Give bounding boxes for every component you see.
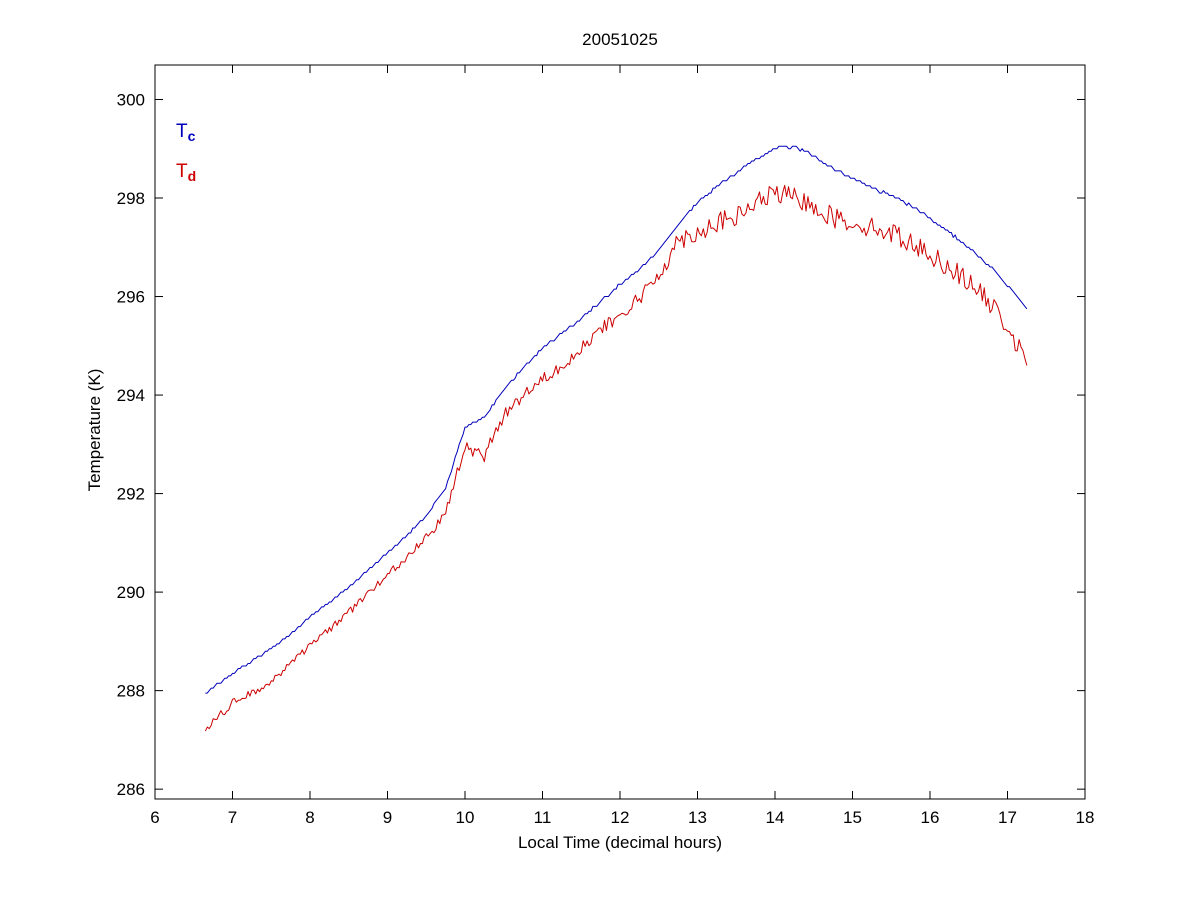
legend-entry-td: Td — [176, 162, 196, 183]
y-tick-label: 298 — [117, 189, 145, 208]
y-axis-label: Temperature (K) — [85, 368, 104, 492]
x-tick-label: 15 — [843, 808, 862, 827]
y-tick-label: 296 — [117, 288, 145, 307]
x-tick-label: 16 — [921, 808, 940, 827]
y-tick-label: 294 — [117, 386, 145, 405]
x-axis-label: Local Time (decimal hours) — [517, 833, 723, 852]
legend-tc-base: T — [176, 121, 188, 142]
x-tick-label: 14 — [766, 808, 785, 827]
x-tick-label: 13 — [688, 808, 707, 827]
y-tick-label: 290 — [117, 583, 145, 602]
legend-td-base: T — [176, 161, 188, 182]
legend-tc-sub: c — [187, 128, 196, 144]
y-tick-label: 286 — [117, 780, 145, 799]
axes-box — [154, 64, 1086, 800]
legend-entry-tc: Tc — [176, 122, 195, 143]
y-tick-label: 300 — [117, 90, 145, 109]
x-tick-label: 12 — [611, 808, 630, 827]
legend-td-sub: d — [187, 168, 197, 184]
x-tick-label: 10 — [456, 808, 475, 827]
x-tick-label: 18 — [1076, 808, 1095, 827]
x-tick-label: 8 — [305, 808, 314, 827]
y-tick-label: 288 — [117, 682, 145, 701]
series-line-t_c — [205, 145, 1028, 694]
x-tick-label: 7 — [228, 808, 237, 827]
x-tick-label: 11 — [534, 808, 552, 827]
x-tick-label: 9 — [383, 808, 392, 827]
x-tick-label: 6 — [150, 808, 159, 827]
y-tick-label: 292 — [117, 485, 145, 504]
chart-title: 20051025 — [582, 30, 658, 49]
x-tick-label: 17 — [998, 808, 1017, 827]
series-line-t_d — [204, 184, 1028, 732]
